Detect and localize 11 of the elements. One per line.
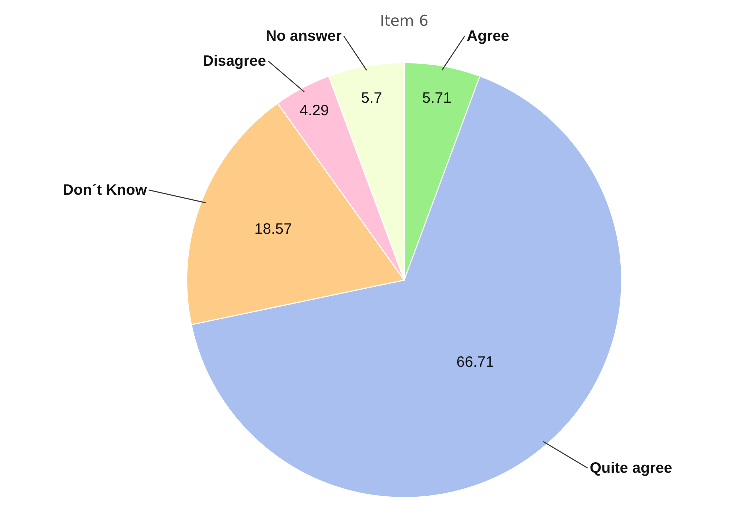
slice-label: No answer — [266, 28, 342, 45]
data-label: 66.71 — [456, 354, 494, 372]
slice-label: Agree — [467, 28, 510, 45]
chart-title: Item 6 — [380, 12, 429, 30]
slice-label: Don´t Know — [63, 182, 148, 199]
data-label: 18.57 — [254, 220, 292, 238]
slice-label: Quite agree — [590, 460, 673, 477]
slice-label: Disagree — [203, 53, 266, 70]
data-label: 5.7 — [361, 90, 382, 107]
data-label: 5.71 — [422, 90, 452, 107]
data-label: 4.29 — [300, 102, 330, 120]
